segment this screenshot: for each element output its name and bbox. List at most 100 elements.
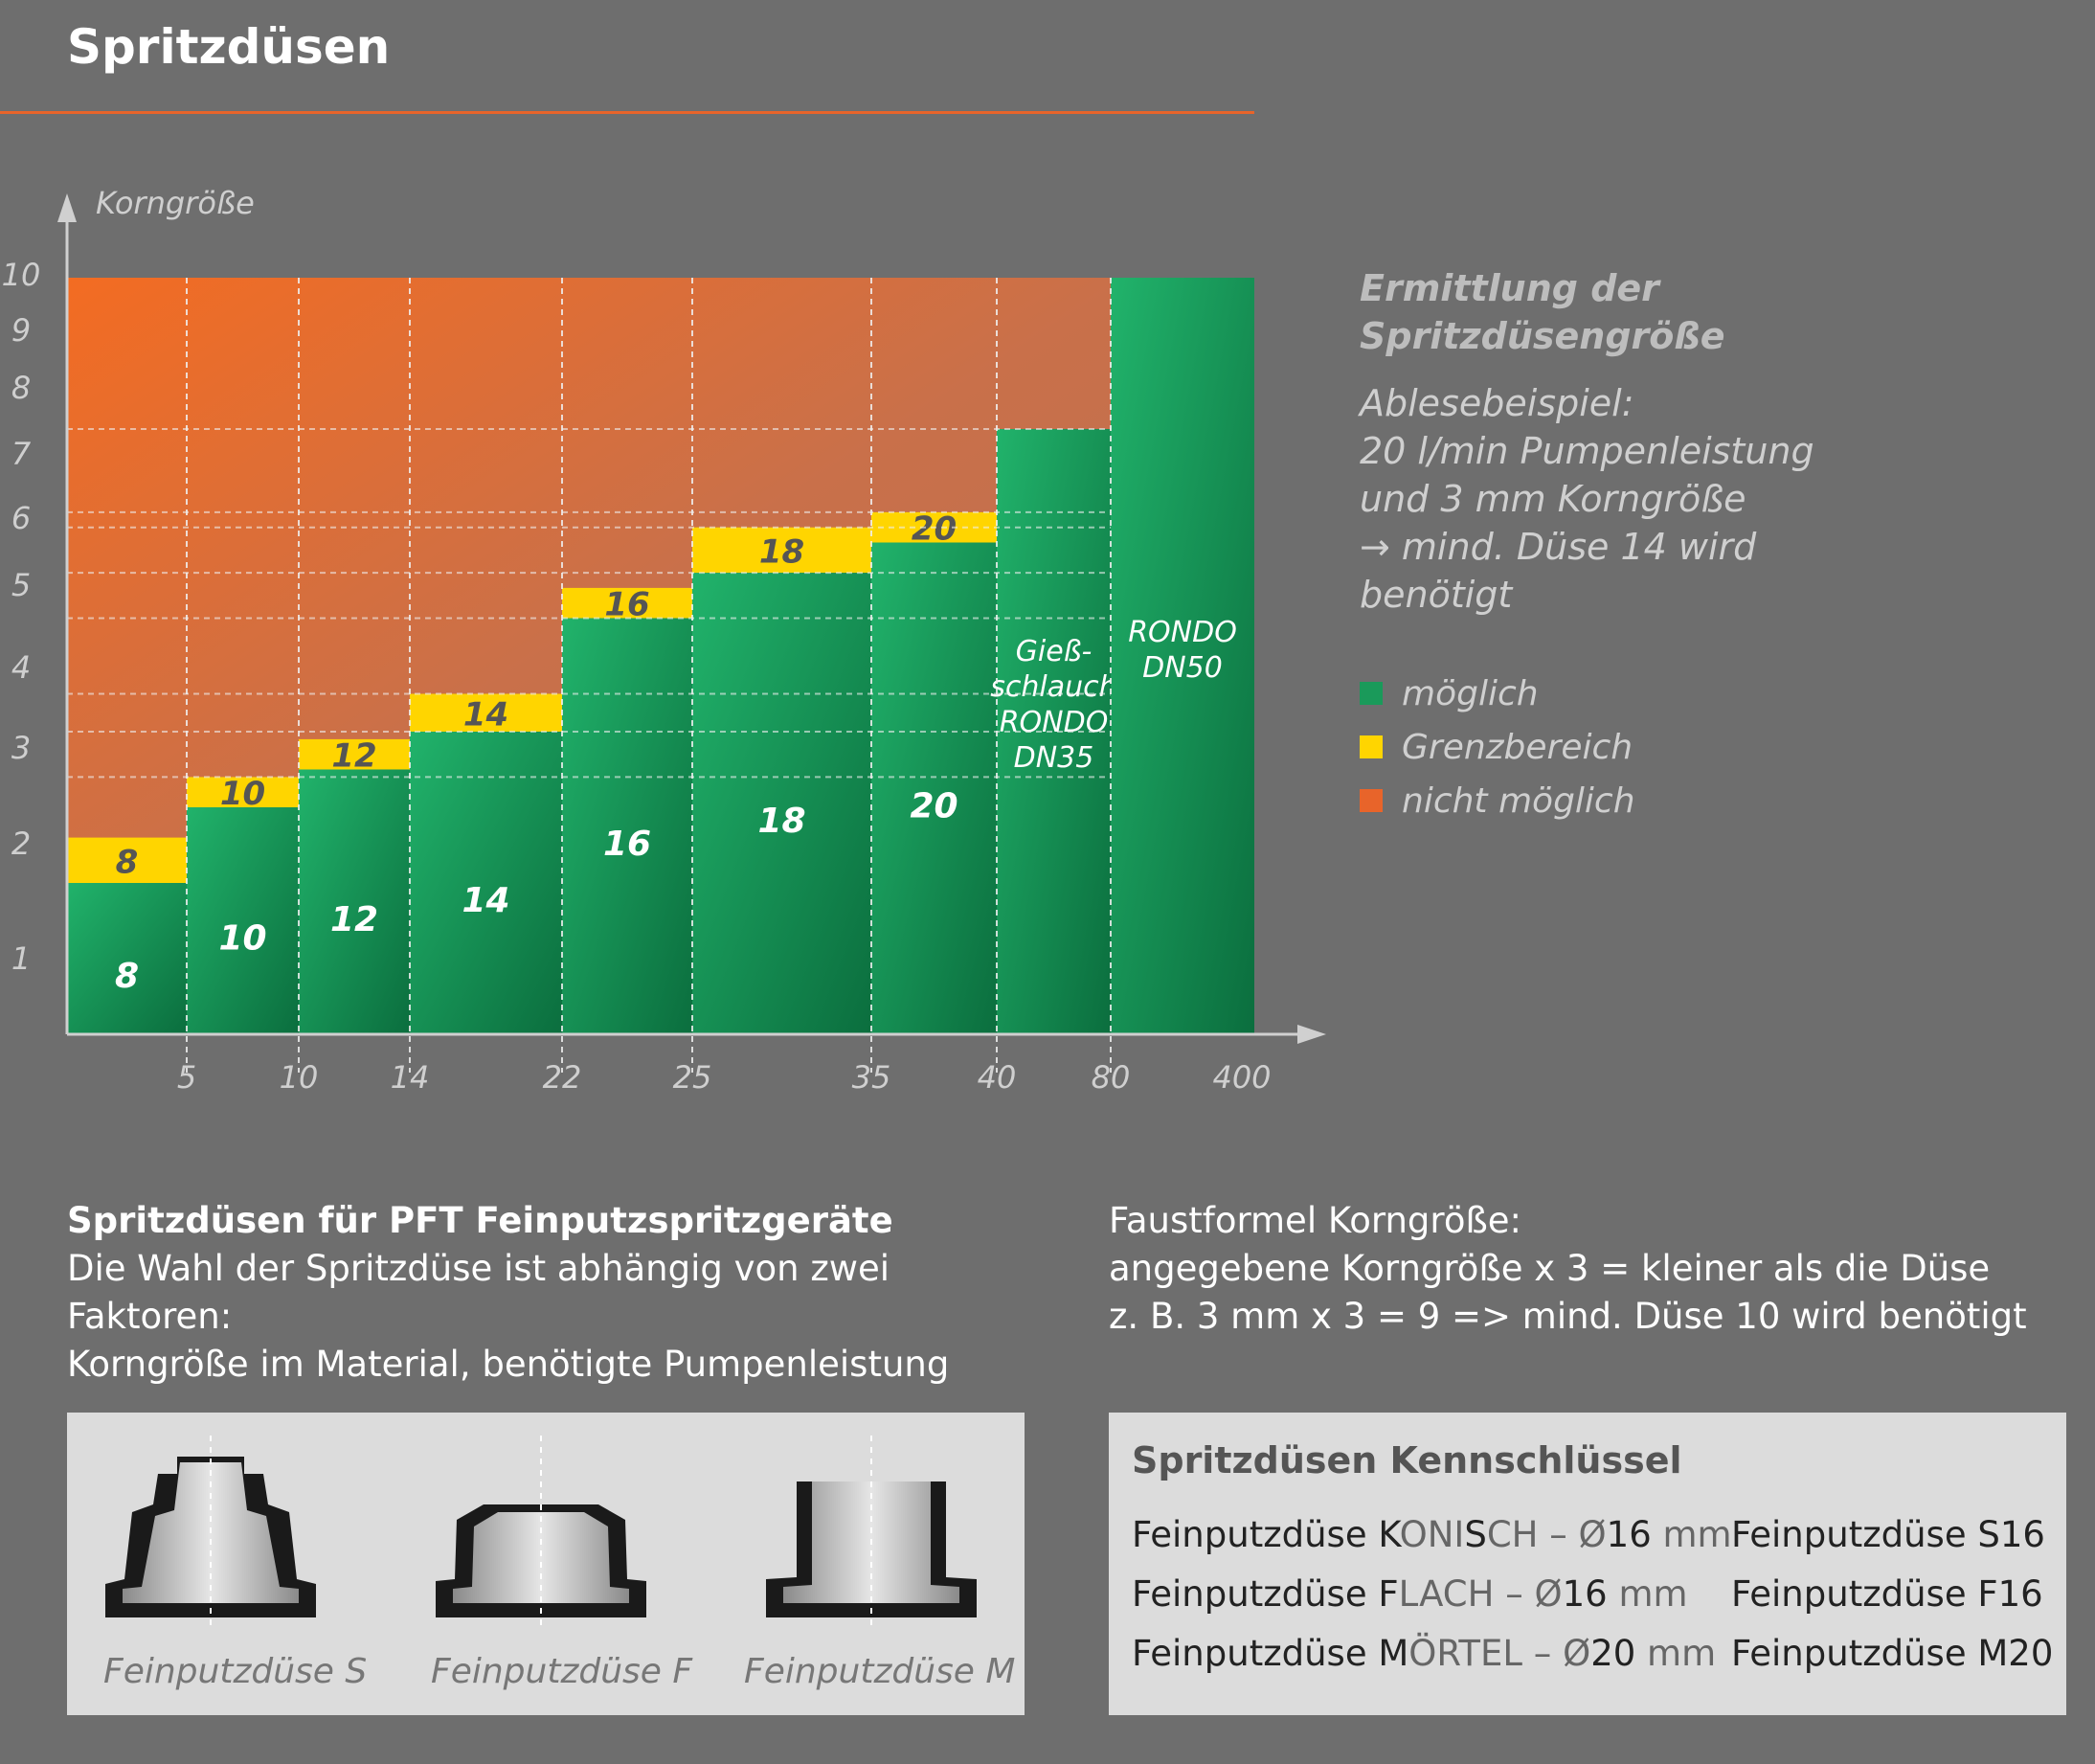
x-tick-label: 25: [673, 1059, 712, 1096]
key-diameter: 20: [1590, 1633, 1636, 1674]
bar-limit: [410, 693, 562, 732]
bar-limit-label: 20: [912, 510, 957, 549]
key-prefix: Feinputzdüse: [1132, 1633, 1379, 1674]
legend-list: möglich Grenzbereich nicht möglich: [1360, 667, 2068, 827]
legend-example-line: → mind. Düse 14 wird: [1360, 526, 1757, 568]
key-unit: mm: [1607, 1573, 1688, 1615]
x-tick-label: 14: [391, 1059, 430, 1096]
x-tick-label: 400: [1212, 1059, 1271, 1096]
bar-limit-label: 18: [759, 532, 804, 571]
bar-possible-label: DN50: [1142, 651, 1223, 685]
bar-limit-label: 10: [220, 775, 265, 813]
y-axis-arrow: [57, 193, 77, 222]
key-row-moertel: Feinputzdüse MÖRTEL – Ø20 mm: [1132, 1633, 1716, 1674]
bar-limit: [562, 587, 692, 619]
bar-possible: [187, 807, 299, 1034]
info-rule-of-thumb: Faustformel Korngröße: angegebene Korngr…: [1109, 1197, 2066, 1341]
bar-possible: [562, 618, 692, 1034]
y-axis-label: Korngröße: [96, 185, 255, 221]
nozzle-caption: Feinputzdüse M: [744, 1652, 1016, 1691]
y-tick-label: 9: [11, 312, 31, 349]
key-name-hi: M: [1378, 1633, 1409, 1674]
y-tick-label: 2: [11, 825, 31, 862]
key-name-lo: LACH: [1398, 1573, 1495, 1615]
nozzle-key-table: Spritzdüsen Kennschlüssel Feinputzdüse K…: [1109, 1413, 2066, 1715]
bar-possible-label: RONDO: [1128, 616, 1237, 649]
key-diameter: 16: [1562, 1573, 1608, 1615]
key-unit: mm: [1651, 1514, 1732, 1555]
legend-swatch: [1360, 682, 1383, 705]
info-line: Faustformel Korngröße:: [1109, 1200, 1521, 1241]
legend-swatch: [1360, 735, 1383, 758]
nozzle-m-icon: [766, 1436, 977, 1627]
x-tick-label: 80: [1092, 1059, 1131, 1096]
chart: 88101012121414161618182020Gieß-schlauchR…: [2, 185, 1326, 1096]
info-line: z. B. 3 mm x 3 = 9 => mind. Düse 10 wird…: [1109, 1296, 2027, 1337]
bar-possible: [871, 542, 997, 1034]
legend-item-impossible: nicht möglich: [1360, 774, 2068, 827]
legend-label: möglich: [1402, 673, 1539, 713]
nozzle-f-icon: [436, 1436, 646, 1627]
bar-possible-label: 16: [603, 825, 651, 864]
key-row-konisch: Feinputzdüse KONISCH – Ø16 mm: [1132, 1514, 1732, 1555]
key-diameter-sign: Ø: [1563, 1633, 1591, 1674]
y-tick-label: 6: [11, 500, 31, 536]
nozzle-caption: Feinputzdüse F: [431, 1652, 693, 1691]
info-line: Korngröße im Material, benötigte Pumpenl…: [67, 1344, 950, 1385]
key-dash: –: [1522, 1633, 1564, 1674]
key-unit: mm: [1635, 1633, 1717, 1674]
y-tick-label: 4: [11, 649, 31, 686]
bar-possible: [692, 573, 871, 1034]
x-tick-label: 10: [280, 1059, 319, 1096]
y-tick-label: 8: [11, 370, 31, 406]
key-prefix: Feinputzdüse: [1132, 1514, 1379, 1555]
bar-possible-label: 12: [330, 900, 378, 939]
x-tick-label: 22: [543, 1059, 582, 1096]
info-nozzles-pft: Spritzdüsen für PFT Feinputzspritzgeräte…: [67, 1197, 1063, 1389]
legend-title: Ermittlung der Spritzdüsengröße: [1360, 264, 2068, 360]
bar-possible: [410, 732, 562, 1034]
nozzle-caption: Feinputzdüse S: [103, 1652, 368, 1691]
key-code: Feinputzdüse F16: [1731, 1573, 2043, 1615]
key-dash: –: [1538, 1514, 1579, 1555]
bar-possible-label: RONDO: [1000, 706, 1109, 739]
info-heading: Spritzdüsen für PFT Feinputzspritzgeräte: [67, 1200, 893, 1241]
key-name-hi: S: [1464, 1514, 1487, 1555]
bar-limit: [67, 837, 187, 883]
bar-limit-label: 8: [116, 843, 139, 881]
legend-title-line: Spritzdüsengröße: [1360, 315, 1725, 357]
nozzle-illustrations: Feinputzdüse S Feinputzdüse F Feinputzdü…: [67, 1413, 1025, 1715]
key-name-lo: ONI: [1399, 1514, 1465, 1555]
bar-limit: [187, 777, 299, 807]
key-row-flach: Feinputzdüse FLACH – Ø16 mm: [1132, 1573, 1688, 1615]
x-axis-arrow: [1297, 1025, 1326, 1044]
legend-title-line: Ermittlung der: [1360, 267, 1659, 309]
bar-limit: [299, 738, 410, 770]
key-name-lo: ÖRTEL: [1408, 1633, 1523, 1674]
legend-example-line: benötigt: [1360, 574, 1513, 616]
legend-example-line: Ablesebeispiel:: [1360, 382, 1634, 424]
key-prefix: Feinputzdüse: [1132, 1573, 1379, 1615]
bar-possible-label: 18: [757, 802, 805, 841]
legend-example: Ablesebeispiel: 20 l/min Pumpenleistung …: [1360, 379, 2068, 619]
key-title: Spritzdüsen Kennschlüssel: [1132, 1439, 1682, 1481]
key-code: Feinputzdüse S16: [1731, 1514, 2045, 1555]
bar-possible: [1111, 278, 1254, 1034]
legend-swatch: [1360, 789, 1383, 812]
bar-limit-label: 12: [331, 737, 376, 776]
legend-example-line: und 3 mm Korngröße: [1360, 478, 1746, 520]
nozzle-s-icon: [105, 1436, 316, 1627]
bar-possible-label: Gieß-: [1016, 635, 1093, 668]
title-divider: [0, 111, 1254, 114]
legend-item-limit: Grenzbereich: [1360, 720, 2068, 774]
info-line: Die Wahl der Spritzdüse ist abhängig von…: [67, 1248, 890, 1337]
key-dash: –: [1494, 1573, 1535, 1615]
page-title: Spritzdüsen: [67, 19, 391, 75]
key-name-lo: CH: [1486, 1514, 1539, 1555]
legend-item-possible: möglich: [1360, 667, 2068, 720]
key-name-hi: F: [1378, 1573, 1399, 1615]
bar-limit-label: 14: [463, 695, 508, 734]
x-tick-label: 40: [978, 1059, 1017, 1096]
bar-possible-label: 10: [218, 919, 266, 959]
y-tick-label: 5: [11, 567, 31, 603]
